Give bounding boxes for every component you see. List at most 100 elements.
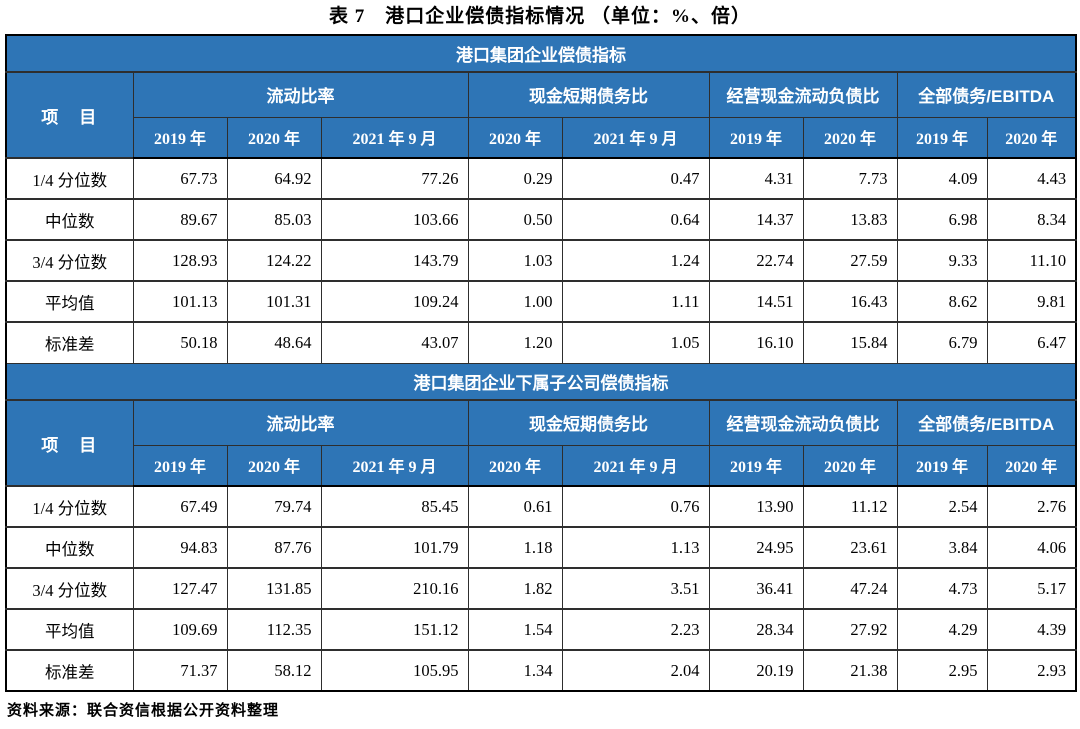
table-row: 标准差 71.37 58.12 105.95 1.34 2.04 20.19 21.38 2.9… — [5, 649, 1077, 692]
value-cell: 36.41 — [708, 567, 804, 610]
table-title: 表 7 港口企业偿债指标情况 （单位：%、倍） — [328, 6, 751, 27]
value-cell: 105.95 — [320, 649, 469, 692]
table-row: 中位数 94.83 87.76 101.79 1.18 1.13 24.95 23.61 3.8… — [5, 526, 1077, 569]
value-cell: 85.03 — [226, 198, 322, 241]
year-header: 2019 年 — [132, 116, 228, 159]
row-label: 标准差 — [5, 649, 134, 692]
value-cell: 109.69 — [132, 608, 228, 651]
year-header: 2020 年 — [802, 116, 898, 159]
value-cell: 43.07 — [320, 321, 469, 364]
year-header-row: 2019 年 2020 年 2021 年 9 月 2020 年 2021 年 9… — [6, 116, 1077, 159]
value-cell: 103.66 — [320, 198, 469, 241]
year-header: 2020 年 — [467, 116, 563, 159]
year-header-row: 2019 年 2020 年 2021 年 9 月 2020 年 2021 年 9… — [6, 444, 1077, 487]
value-cell: 8.62 — [896, 280, 988, 323]
value-cell: 23.61 — [802, 526, 898, 569]
value-cell: 89.67 — [132, 198, 228, 241]
value-cell: 71.37 — [132, 649, 228, 692]
table-row: 标准差 50.18 48.64 43.07 1.20 1.05 16.10 15.84 6.79… — [5, 321, 1077, 364]
row-label: 中位数 — [5, 526, 134, 569]
value-cell: 128.93 — [132, 239, 228, 282]
year-header: 2020 年 — [986, 116, 1077, 159]
value-cell: 47.24 — [802, 567, 898, 610]
table-row: 1/4 分位数 67.73 64.92 77.26 0.29 0.47 4.31 7.73 4.… — [5, 157, 1077, 200]
column-group-row: 项 目 流动比率 现金短期债务比 经营现金流动负债比 全部债务/EBITDA — [5, 399, 1077, 487]
section2-body: 1/4 分位数 67.49 79.74 85.45 0.61 0.76 13.90 11.12… — [5, 485, 1077, 692]
table-row: 平均值 109.69 112.35 151.12 1.54 2.23 28.34 27.92 4… — [5, 608, 1077, 651]
year-header: 2021 年 9 月 — [320, 116, 469, 159]
row-label: 标准差 — [5, 321, 134, 364]
value-cell: 6.47 — [986, 321, 1077, 364]
value-cell: 101.79 — [320, 526, 469, 569]
value-cell: 4.09 — [896, 157, 988, 200]
value-cell: 7.73 — [802, 157, 898, 200]
value-cell: 2.76 — [986, 485, 1077, 528]
year-header: 2020 年 — [226, 444, 322, 487]
value-cell: 3.84 — [896, 526, 988, 569]
value-cell: 67.73 — [132, 157, 228, 200]
value-cell: 6.98 — [896, 198, 988, 241]
value-cell: 1.54 — [467, 608, 563, 651]
row-label: 1/4 分位数 — [5, 485, 134, 528]
value-cell: 2.93 — [986, 649, 1077, 692]
value-cell: 87.76 — [226, 526, 322, 569]
value-cell: 1.20 — [467, 321, 563, 364]
value-cell: 101.13 — [132, 280, 228, 323]
year-header: 2020 年 — [986, 444, 1077, 487]
value-cell: 1.13 — [561, 526, 710, 569]
value-cell: 0.47 — [561, 157, 710, 200]
value-cell: 3.51 — [561, 567, 710, 610]
row-label: 平均值 — [5, 280, 134, 323]
value-cell: 1.82 — [467, 567, 563, 610]
year-header: 2019 年 — [896, 116, 988, 159]
value-cell: 4.06 — [986, 526, 1077, 569]
value-cell: 5.17 — [986, 567, 1077, 610]
source-note: 资料来源：联合资信根据公开资料整理 — [7, 703, 280, 719]
value-cell: 27.92 — [802, 608, 898, 651]
value-cell: 4.29 — [896, 608, 988, 651]
row-label: 3/4 分位数 — [5, 239, 134, 282]
indicators-table: 港口集团企业偿债指标 项 目 流动比率 现金短期债务比 经营现金流动负债比 全部… — [5, 34, 1078, 692]
year-header: 2020 年 — [802, 444, 898, 487]
value-cell: 0.29 — [467, 157, 563, 200]
value-cell: 0.50 — [467, 198, 563, 241]
value-cell: 131.85 — [226, 567, 322, 610]
column-group-current-ratio: 流动比率 — [132, 71, 469, 118]
section-title: 港口集团企业偿债指标 — [5, 34, 1077, 73]
value-cell: 210.16 — [320, 567, 469, 610]
year-header: 2020 年 — [467, 444, 563, 487]
section-header-row: 港口集团企业下属子公司偿债指标 — [5, 362, 1077, 401]
table-row: 3/4 分位数 127.47 131.85 210.16 1.82 3.51 36.41 47… — [5, 567, 1077, 610]
value-cell: 11.12 — [802, 485, 898, 528]
row-label: 平均值 — [5, 608, 134, 651]
value-cell: 9.81 — [986, 280, 1077, 323]
column-group-total-debt-ebitda: 全部债务/EBITDA — [896, 71, 1077, 118]
value-cell: 13.90 — [708, 485, 804, 528]
item-header-cell: 项 目 — [5, 71, 134, 159]
value-cell: 4.31 — [708, 157, 804, 200]
value-cell: 20.19 — [708, 649, 804, 692]
value-cell: 64.92 — [226, 157, 322, 200]
value-cell: 124.22 — [226, 239, 322, 282]
value-cell: 2.95 — [896, 649, 988, 692]
section2-header: 港口集团企业下属子公司偿债指标 项 目 流动比率 现金短期债务比 经营现金流动负… — [5, 362, 1077, 487]
value-cell: 94.83 — [132, 526, 228, 569]
year-header: 2019 年 — [708, 444, 804, 487]
value-cell: 1.11 — [561, 280, 710, 323]
value-cell: 16.43 — [802, 280, 898, 323]
value-cell: 8.34 — [986, 198, 1077, 241]
value-cell: 21.38 — [802, 649, 898, 692]
value-cell: 58.12 — [226, 649, 322, 692]
section1-header: 港口集团企业偿债指标 项 目 流动比率 现金短期债务比 经营现金流动负债比 全部… — [5, 34, 1077, 159]
column-group-cash-short-term-debt: 现金短期债务比 — [467, 399, 710, 446]
row-label: 3/4 分位数 — [5, 567, 134, 610]
value-cell: 24.95 — [708, 526, 804, 569]
value-cell: 14.51 — [708, 280, 804, 323]
value-cell: 0.64 — [561, 198, 710, 241]
value-cell: 1.03 — [467, 239, 563, 282]
section-header-row: 港口集团企业偿债指标 — [5, 34, 1077, 73]
value-cell: 6.79 — [896, 321, 988, 364]
value-cell: 101.31 — [226, 280, 322, 323]
value-cell: 2.04 — [561, 649, 710, 692]
value-cell: 112.35 — [226, 608, 322, 651]
